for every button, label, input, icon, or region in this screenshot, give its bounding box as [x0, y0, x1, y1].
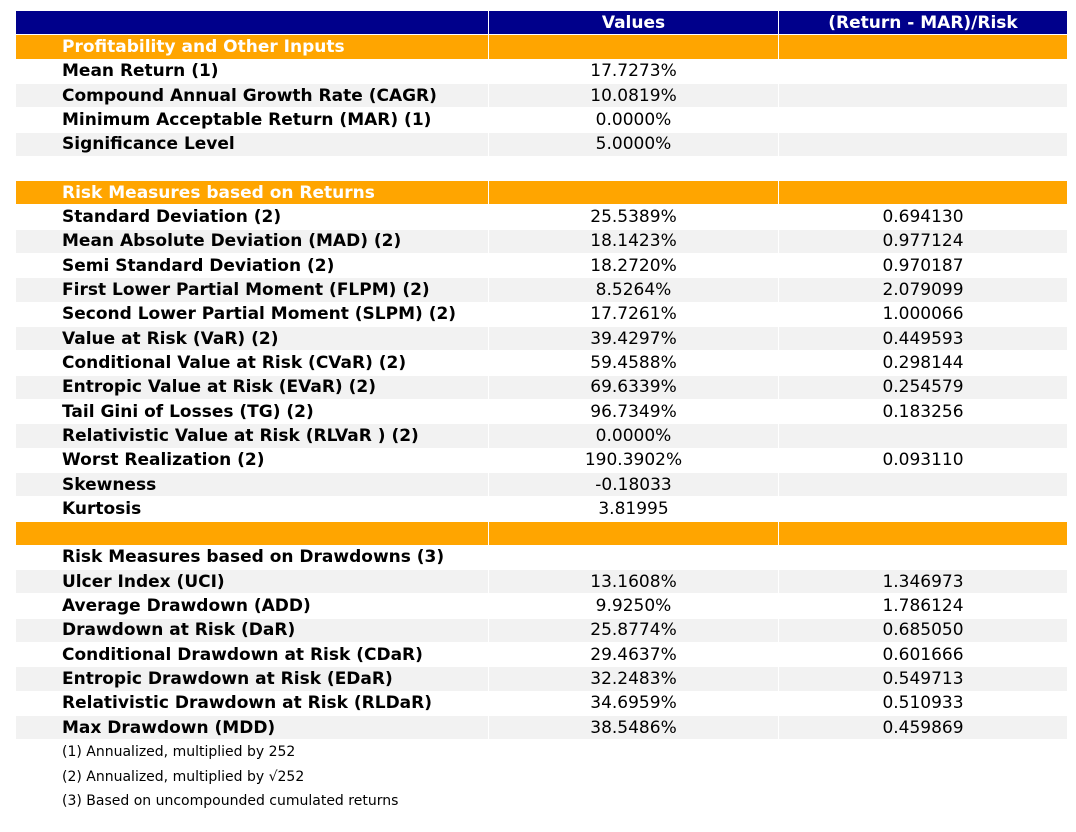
section-title: Risk Measures based on Returns: [16, 181, 489, 206]
value-cell: 8.5264%: [489, 278, 779, 303]
value-cell: 34.6959%: [489, 691, 779, 716]
ratio-cell: 1.000066: [779, 302, 1068, 328]
value-cell: 38.5486%: [489, 715, 779, 741]
footnote: (3) Based on uncompounded cumulated retu…: [62, 793, 399, 810]
value-cell: 10.0819%: [489, 83, 779, 109]
value-cell: 18.1423%: [489, 229, 779, 255]
value-cell: [489, 545, 779, 571]
row-label: Second Lower Partial Moment (SLPM) (2): [16, 302, 489, 328]
footnote: (2) Annualized, multiplied by √252: [62, 768, 305, 785]
ratio-cell: 0.970187: [779, 254, 1068, 279]
row-label: Entropic Value at Risk (EVaR) (2): [16, 375, 489, 400]
ratio-cell: 0.254579: [779, 375, 1068, 400]
ratio-cell: 0.685050: [779, 618, 1068, 644]
row-label: First Lower Partial Moment (FLPM) (2): [16, 278, 489, 303]
section-cell: [489, 181, 779, 206]
row-label: Mean Absolute Deviation (MAD) (2): [16, 229, 489, 255]
value-cell: 96.7349%: [489, 399, 779, 425]
ratio-cell: 0.977124: [779, 229, 1068, 255]
value-cell: 17.7261%: [489, 302, 779, 328]
section-cell: [489, 521, 779, 546]
section-cell: [779, 521, 1068, 546]
row-label: Value at Risk (VaR) (2): [16, 327, 489, 352]
row-label: Skewness: [16, 472, 489, 498]
section-cell: [489, 35, 779, 60]
value-cell: 29.4637%: [489, 643, 779, 668]
value-cell: 9.9250%: [489, 594, 779, 619]
value-cell: 5.0000%: [489, 132, 779, 157]
row-label: Max Drawdown (MDD): [16, 715, 489, 741]
footnote: (1) Annualized, multiplied by 252: [62, 744, 296, 761]
value-cell: 18.2720%: [489, 254, 779, 279]
section-title: [16, 521, 489, 546]
ratio-cell: [779, 59, 1068, 84]
ratio-cell: 2.079099: [779, 278, 1068, 303]
ratio-cell: 0.510933: [779, 691, 1068, 716]
ratio-cell: 1.786124: [779, 594, 1068, 619]
ratio-cell: 0.093110: [779, 448, 1068, 473]
row-label: Significance Level: [16, 132, 489, 157]
section-cell: [779, 181, 1068, 206]
row-label: Conditional Value at Risk (CVaR) (2): [16, 351, 489, 376]
value-cell: 0.0000%: [489, 108, 779, 133]
ratio-cell: 0.298144: [779, 351, 1068, 376]
row-label: Ulcer Index (UCI): [16, 570, 489, 595]
row-label: Drawdown at Risk (DaR): [16, 618, 489, 644]
value-cell: 190.3902%: [489, 448, 779, 473]
column-header: Values: [489, 11, 779, 36]
row-label: Relativistic Value at Risk (RLVaR ) (2): [16, 424, 489, 449]
ratio-cell: [779, 545, 1068, 571]
value-cell: 69.6339%: [489, 375, 779, 400]
value-cell: 39.4297%: [489, 327, 779, 352]
value-cell: 3.81995: [489, 497, 779, 522]
header-cell: [16, 11, 489, 36]
row-label: Relativistic Drawdown at Risk (RLDaR): [16, 691, 489, 716]
row-label: Mean Return (1): [16, 59, 489, 84]
row-label: Risk Measures based on Drawdowns (3): [16, 545, 489, 571]
row-label: Kurtosis: [16, 497, 489, 522]
ratio-cell: 0.183256: [779, 399, 1068, 425]
ratio-cell: [779, 132, 1068, 157]
row-label: Worst Realization (2): [16, 448, 489, 473]
row-label: Conditional Drawdown at Risk (CDaR): [16, 643, 489, 668]
column-header: (Return - MAR)/Risk: [779, 11, 1068, 36]
value-cell: 17.7273%: [489, 59, 779, 84]
value-cell: 59.4588%: [489, 351, 779, 376]
row-label: Compound Annual Growth Rate (CAGR): [16, 83, 489, 109]
ratio-cell: [779, 472, 1068, 498]
ratio-cell: 0.694130: [779, 205, 1068, 230]
ratio-cell: [779, 108, 1068, 133]
ratio-cell: 0.601666: [779, 643, 1068, 668]
ratio-cell: [779, 83, 1068, 109]
value-cell: 13.1608%: [489, 570, 779, 595]
row-label: Minimum Acceptable Return (MAR) (1): [16, 108, 489, 133]
row-label: Tail Gini of Losses (TG) (2): [16, 399, 489, 425]
ratio-cell: 0.459869: [779, 715, 1068, 741]
row-label: Average Drawdown (ADD): [16, 594, 489, 619]
ratio-cell: 1.346973: [779, 570, 1068, 595]
row-label: Entropic Drawdown at Risk (EDaR): [16, 667, 489, 692]
value-cell: 32.2483%: [489, 667, 779, 692]
value-cell: 25.8774%: [489, 618, 779, 644]
section-cell: [779, 35, 1068, 60]
ratio-cell: [779, 497, 1068, 522]
ratio-cell: 0.549713: [779, 667, 1068, 692]
ratio-cell: 0.449593: [779, 327, 1068, 352]
row-label: Standard Deviation (2): [16, 205, 489, 230]
value-cell: -0.18033: [489, 472, 779, 498]
ratio-cell: [779, 424, 1068, 449]
value-cell: 25.5389%: [489, 205, 779, 230]
value-cell: 0.0000%: [489, 424, 779, 449]
row-label: Semi Standard Deviation (2): [16, 254, 489, 279]
section-title: Profitability and Other Inputs: [16, 35, 489, 60]
